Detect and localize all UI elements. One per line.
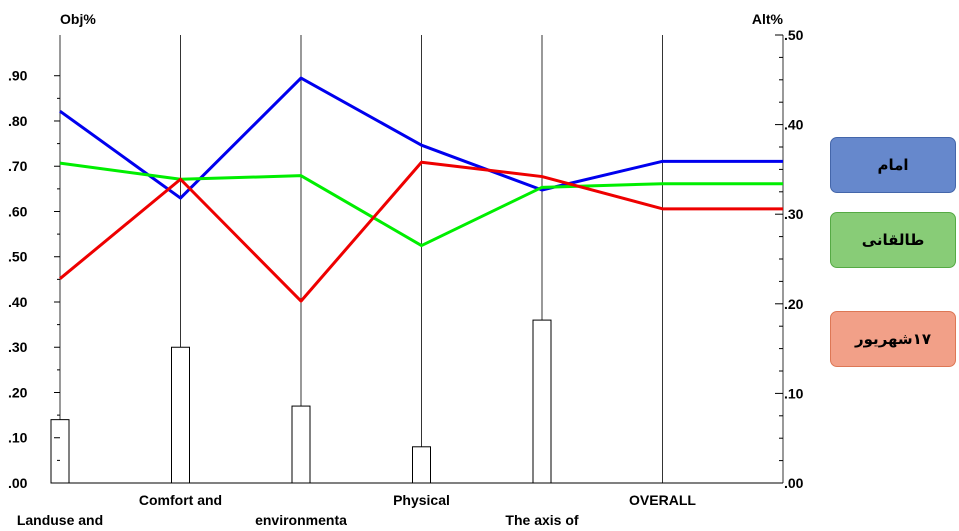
right-axis-title: Alt%: [752, 11, 784, 27]
left-tick-label: .30: [8, 339, 28, 355]
right-tick-label: .40: [784, 117, 804, 133]
bar: [50, 419, 70, 484]
right-tick-label: .20: [784, 296, 804, 312]
x-labels: Comfort and Physical OVERALL Landuse and env…: [17, 492, 697, 528]
bar: [412, 446, 431, 484]
x-label-row1: Comfort and: [139, 492, 222, 508]
left-tick-label: .00: [8, 475, 28, 491]
left-tick-label: .70: [8, 158, 28, 174]
left-tick-label: .50: [8, 249, 28, 265]
legend-item-17shahrivar: ۱۷شهریور: [830, 311, 956, 367]
right-tick-label: .10: [784, 385, 804, 401]
left-axis-title: Obj%: [60, 11, 96, 27]
left-axis: .00 .10 .20 .30 .40 .50 .60 .70 .80 .90: [8, 68, 60, 491]
bar: [171, 346, 190, 484]
grid-lines: [59, 35, 784, 484]
legend-item-emam: امام: [830, 137, 956, 193]
series-lines: [59, 76, 783, 303]
left-tick-label: .60: [8, 203, 28, 219]
x-label-row1: OVERALL: [629, 492, 696, 508]
right-axis: .00 .10 .20 .30 .40 .50: [775, 27, 804, 491]
x-label-row2: The axis of: [505, 512, 578, 528]
left-tick-label: .20: [8, 384, 28, 400]
series-line: [59, 160, 783, 303]
series-line: [59, 76, 783, 200]
x-label-row2: environmenta: [255, 512, 347, 528]
bar: [532, 319, 552, 484]
legend-item-taleghani: طالقانی: [830, 212, 956, 268]
x-label-row1: Physical: [393, 492, 450, 508]
left-tick-label: .80: [8, 113, 28, 129]
bar: [291, 405, 311, 484]
left-tick-label: .10: [8, 430, 28, 446]
left-tick-label: .40: [8, 294, 28, 310]
left-tick-label: .90: [8, 68, 28, 84]
right-tick-label: .00: [784, 475, 804, 491]
right-tick-label: .50: [784, 27, 804, 43]
right-tick-label: .30: [784, 206, 804, 222]
x-label-row2: Landuse and: [17, 512, 103, 528]
bars: [50, 319, 552, 484]
